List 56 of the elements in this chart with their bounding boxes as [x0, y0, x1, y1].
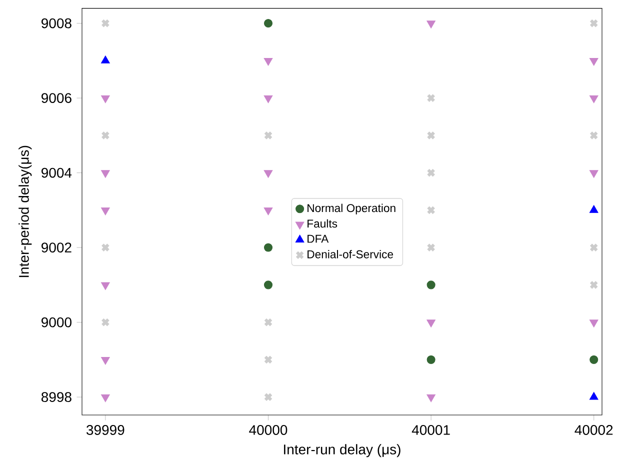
- point: [101, 394, 110, 402]
- point: [426, 280, 436, 290]
- point: [264, 280, 273, 290]
- point: [264, 19, 273, 28]
- point: [589, 280, 598, 290]
- point: [101, 18, 110, 28]
- point: [264, 95, 273, 104]
- point: [590, 355, 598, 364]
- y-tick-label: 9004: [42, 168, 72, 178]
- point: [426, 320, 436, 328]
- point: [101, 282, 110, 290]
- point: [426, 20, 436, 28]
- point: [264, 58, 273, 66]
- point: [101, 207, 110, 216]
- y-tick-label: 9008: [42, 18, 72, 28]
- point: [101, 243, 110, 252]
- point: [426, 394, 436, 402]
- point: [264, 131, 273, 140]
- y-tick-label: 9002: [42, 242, 72, 253]
- point: [426, 94, 436, 102]
- point: [589, 95, 598, 104]
- point: [589, 58, 598, 66]
- y-tick-label: 8998: [41, 392, 72, 402]
- point: [101, 170, 110, 178]
- y-tick-label: 9006: [42, 93, 72, 103]
- legend-label: Normal Operation: [308, 204, 396, 214]
- point: [426, 168, 436, 178]
- point: [264, 207, 273, 216]
- legend-label: Denial-of-Service: [308, 250, 394, 258]
- point: [589, 243, 598, 252]
- point: [426, 243, 436, 252]
- point: [264, 318, 273, 327]
- point: [101, 131, 110, 140]
- legend-label: DFA: [308, 234, 329, 243]
- point: [101, 357, 110, 365]
- legend-label: Faults: [308, 219, 338, 228]
- x-tick-label: 40002: [574, 425, 613, 435]
- point: [264, 170, 273, 178]
- point: [101, 95, 110, 104]
- x-tick-label: 40000: [249, 425, 288, 435]
- point: [589, 131, 598, 140]
- x-tick-label: 39999: [86, 425, 124, 435]
- point: [589, 170, 598, 178]
- point: [264, 392, 273, 402]
- y-axis-title: Inter-period delay(μs): [18, 146, 32, 278]
- point: [426, 131, 436, 140]
- point: [589, 18, 598, 28]
- point: [264, 243, 273, 252]
- point: [101, 318, 110, 327]
- y-tick-label: 9000: [42, 317, 72, 328]
- x-axis-title: Inter-run delay (μs): [284, 444, 400, 458]
- point: [426, 206, 436, 215]
- point: [426, 355, 436, 364]
- point: [264, 355, 273, 364]
- x-tick-label: 40001: [412, 425, 450, 435]
- point: [589, 320, 598, 328]
